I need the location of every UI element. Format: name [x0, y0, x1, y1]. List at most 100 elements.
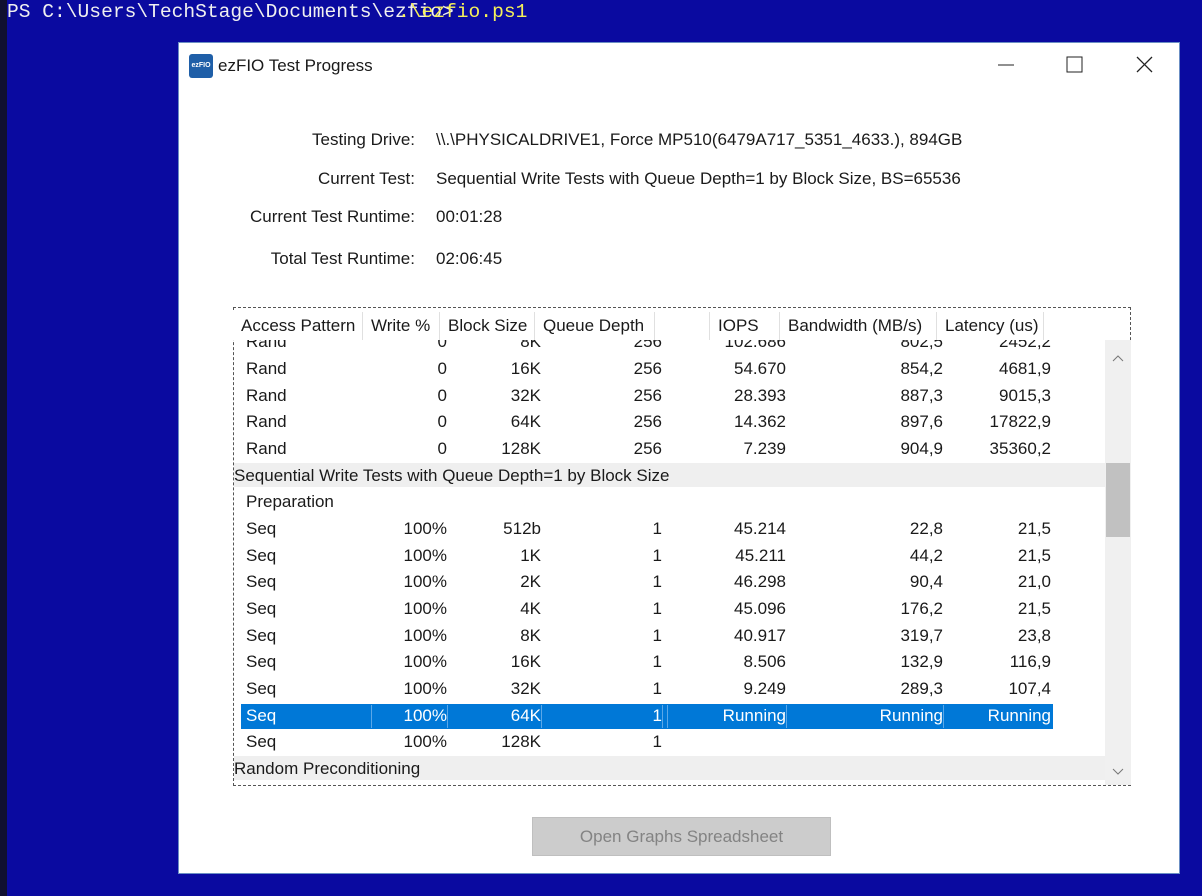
cell: 1	[652, 599, 662, 618]
cell: 8K	[520, 340, 541, 352]
cell: 0	[437, 358, 447, 378]
cell: 128K	[501, 438, 541, 458]
cell-divider	[667, 704, 668, 728]
column-header[interactable]: Access Pattern	[233, 312, 363, 340]
cell: 132,9	[900, 652, 943, 672]
cell: 45.096	[734, 599, 786, 618]
cell: 1	[652, 625, 662, 645]
section-row	[234, 756, 1105, 781]
cell: 1K	[520, 545, 541, 565]
cell: 40.917	[734, 625, 786, 645]
cell: 7.239	[743, 438, 786, 458]
info-value: 02:06:45	[436, 249, 503, 268]
cell: Rand	[246, 340, 287, 352]
window	[178, 42, 1180, 874]
cell: 45.211	[735, 545, 786, 565]
cell-divider	[447, 704, 448, 728]
cell: 2452,2	[999, 340, 1051, 352]
column-header[interactable]: IOPS	[710, 312, 780, 340]
cell: 1	[652, 652, 662, 672]
cell: Seq	[246, 599, 277, 618]
cell: 2K	[520, 572, 541, 592]
cell-divider	[371, 704, 372, 728]
cell: 256	[633, 340, 662, 352]
cell: 100%	[403, 705, 447, 725]
cell: 1	[652, 679, 662, 698]
section-title: Random Preconditioning	[234, 759, 421, 779]
cell: 887,3	[900, 385, 943, 405]
cell: 100%	[403, 572, 447, 592]
scrollbar[interactable]	[1105, 340, 1131, 785]
maximize-button[interactable]	[1066, 56, 1083, 73]
cell: Seq	[246, 518, 277, 538]
cell: 802,5	[900, 340, 943, 352]
cell: Rand	[246, 358, 287, 378]
cell: 1	[652, 572, 662, 592]
cell: 128K	[501, 732, 541, 752]
cell: 32K	[510, 385, 541, 405]
column-header[interactable]: Bandwidth (MB/s)	[780, 312, 937, 340]
cell: 897,6	[900, 412, 943, 432]
cell: Seq	[246, 732, 277, 752]
cell: 16K	[510, 652, 541, 672]
cell: 854,2	[900, 358, 943, 378]
cell: 100%	[403, 732, 447, 752]
cell: 54.670	[734, 358, 786, 378]
scroll-arrows[interactable]	[1105, 345, 1131, 780]
window-controls	[998, 56, 1153, 73]
cell: 9.249	[743, 679, 786, 698]
cell: 1	[652, 732, 662, 752]
cell: 44,2	[909, 545, 943, 565]
cell: 8.506	[743, 652, 786, 672]
info-label: Total Test Runtime:	[270, 249, 415, 268]
cell: 8K	[520, 625, 541, 645]
cell: 100%	[403, 625, 447, 645]
column-header[interactable]: Block Size	[440, 312, 535, 340]
info-label: Testing Drive:	[312, 130, 415, 149]
cell-divider	[786, 704, 787, 728]
cell: 100%	[403, 652, 447, 672]
cell: Rand	[246, 438, 287, 458]
cell-divider	[943, 704, 944, 728]
info-label: Current Test:	[317, 169, 415, 188]
cell: 0	[437, 385, 447, 405]
cell: 904,9	[900, 438, 943, 458]
info-value: 00:01:28	[436, 207, 503, 226]
cell: 0	[437, 340, 447, 352]
app-icon: ezFIO	[189, 54, 213, 78]
cell: 23,8	[1017, 625, 1051, 645]
cell: 256	[633, 385, 662, 405]
console-prompt: PS C:\Users\TechStage\Documents\ezfio>	[7, 1, 454, 23]
cell: 21,5	[1017, 545, 1051, 565]
cell: 319,7	[900, 625, 943, 645]
cell: Preparation	[246, 492, 334, 512]
close-button[interactable]	[1136, 56, 1153, 73]
scroll-thumb[interactable]	[1106, 463, 1130, 537]
selected-row[interactable]	[241, 703, 1053, 729]
info-value: Sequential Write Tests with Queue Depth=…	[436, 169, 961, 188]
cell: 289,3	[900, 679, 943, 698]
cell: Seq	[246, 705, 277, 725]
cell: 64K	[510, 412, 541, 432]
window-title: ezFIO Test Progress	[218, 56, 373, 75]
cell: Seq	[246, 572, 277, 592]
cell: Seq	[246, 652, 277, 672]
cell: 21,0	[1017, 572, 1051, 592]
open-graphs-button[interactable]: Open Graphs Spreadsheet	[532, 817, 831, 856]
cell: 32K	[510, 679, 541, 698]
column-header[interactable]: Write %	[363, 312, 440, 340]
cell: Seq	[246, 679, 277, 698]
cell: 107,4	[1008, 679, 1051, 698]
cell: 256	[633, 358, 662, 378]
cell: 4681,9	[999, 358, 1051, 378]
column-header[interactable]: Latency (us)	[937, 312, 1044, 340]
cell: 22,8	[909, 518, 943, 538]
cell: 45.214	[734, 518, 786, 538]
info-value: \\.\PHYSICALDRIVE1, Force MP510(6479A717…	[436, 130, 963, 149]
column-header[interactable]: Queue Depth	[535, 312, 655, 340]
cell: 46.298	[734, 572, 786, 592]
header-spacer	[655, 312, 710, 340]
cell: 14.362	[734, 412, 786, 432]
cell: 0	[437, 412, 447, 432]
